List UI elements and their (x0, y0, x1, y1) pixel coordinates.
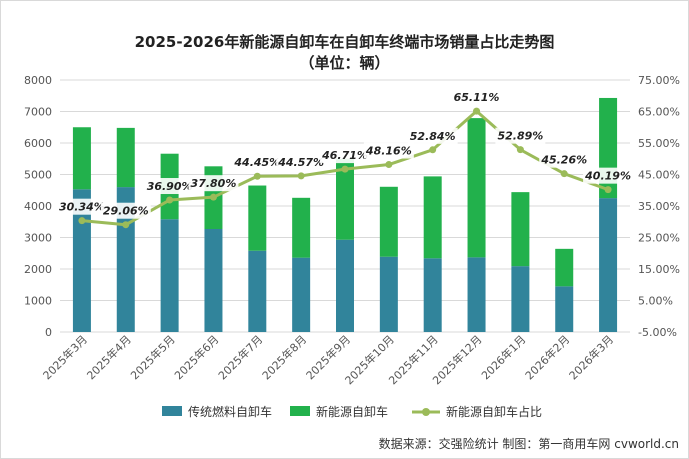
x-tick-label: 2025年7月 (215, 332, 265, 382)
share-data-label: 29.06% (103, 205, 149, 218)
share-point (560, 170, 568, 178)
share-point (604, 186, 612, 194)
y-right-tick-label: -5.00% (638, 326, 677, 339)
bar-new-energy (72, 127, 91, 190)
share-data-label: 45.26% (540, 154, 587, 167)
legend-swatch-share-point (422, 408, 430, 416)
bar-traditional (467, 257, 486, 332)
y-left-tick-label: 3000 (24, 232, 52, 245)
y-right-tick-label: 5.00% (638, 295, 673, 308)
share-point (473, 107, 481, 115)
share-data-label: 65.11% (454, 91, 500, 104)
legend-label-share: 新能源自卸车占比 (446, 404, 542, 419)
bar-new-energy (116, 127, 135, 188)
bar-traditional (336, 239, 354, 332)
share-point (166, 196, 174, 204)
bar-traditional (160, 219, 179, 332)
share-point (297, 172, 305, 180)
bar-new-energy (423, 176, 442, 259)
bar-traditional (599, 198, 618, 332)
x-tick-label: 2025年8月 (259, 332, 309, 382)
x-tick-label: 2026年3月 (566, 332, 616, 382)
bar-new-energy (511, 192, 530, 267)
share-point (385, 161, 393, 169)
y-right-tick-label: 15.00% (638, 263, 680, 276)
bar-traditional (555, 286, 574, 332)
bar-new-energy (336, 158, 354, 240)
x-tick-label: 2026年1月 (478, 332, 528, 382)
chart-subtitle: （单位：辆） (299, 54, 390, 72)
share-point (122, 221, 130, 229)
data-source: 数据来源：交强险统计 制图：第一商用车网 cvworld.cn (378, 437, 679, 451)
bar-traditional (248, 250, 267, 332)
bar-traditional (292, 257, 311, 332)
share-label-bg (407, 127, 458, 144)
share-data-label: 48.16% (365, 145, 412, 158)
bar-new-energy (379, 186, 398, 257)
share-point (78, 217, 86, 225)
y-left-tick-label: 2000 (24, 263, 52, 276)
share-label-bg (188, 175, 239, 192)
share-point (516, 146, 524, 154)
y-left-tick-label: 6000 (24, 137, 52, 150)
legend-swatch-traditional (162, 406, 182, 416)
share-point (341, 165, 349, 173)
share-label-bg (100, 202, 151, 219)
chart-title: 2025-2026年新能源自卸车在自卸车终端市场销量占比走势图 (134, 33, 555, 51)
share-label-bg (539, 151, 590, 168)
y-left-tick-label: 4000 (24, 200, 52, 213)
legend-label-traditional: 传统燃料自卸车 (188, 404, 272, 419)
share-label-bg (276, 153, 327, 170)
share-data-label: 52.84% (410, 130, 456, 143)
bar-traditional (204, 228, 223, 332)
share-data-label: 44.57% (277, 156, 324, 169)
share-label-bg (232, 154, 283, 171)
x-tick-label: 2025年4月 (84, 332, 134, 382)
share-data-label: 36.90% (147, 180, 193, 193)
legend-swatch-new-energy (290, 406, 310, 416)
share-data-label: 37.80% (191, 177, 237, 190)
bar-new-energy (292, 197, 311, 258)
y-left-tick-label: 5000 (24, 169, 52, 182)
bar-traditional (379, 256, 398, 332)
share-label-bg (583, 167, 634, 184)
y-right-tick-label: 55.00% (638, 137, 680, 150)
bar-new-energy (555, 248, 574, 287)
share-label-bg (320, 147, 370, 164)
bar-new-energy (467, 118, 486, 258)
share-data-label: 52.89% (497, 130, 543, 143)
share-point (209, 193, 217, 201)
y-left-tick-label: 7000 (24, 106, 52, 119)
x-tick-label: 2026年2月 (522, 332, 572, 382)
y-left-tick-label: 8000 (24, 74, 52, 87)
share-label-bg (451, 89, 502, 106)
share-label-bg (144, 178, 195, 195)
x-tick-label: 2025年6月 (171, 332, 221, 382)
share-data-label: 40.19% (584, 170, 631, 183)
bar-new-energy (248, 185, 267, 251)
share-point (253, 172, 261, 180)
share-label-bg (363, 142, 414, 159)
legend-label-new-energy: 新能源自卸车 (316, 404, 388, 419)
y-right-tick-label: 65.00% (638, 106, 680, 119)
share-data-label: 30.34% (59, 201, 105, 214)
bar-traditional (72, 189, 91, 332)
y-right-tick-label: 35.00% (638, 200, 680, 213)
y-right-tick-label: 25.00% (638, 232, 680, 245)
y-left-tick-label: 0 (45, 326, 52, 339)
x-tick-label: 2025年5月 (128, 332, 178, 382)
share-data-label: 44.45% (233, 156, 280, 169)
bar-traditional (423, 258, 442, 332)
share-data-label: 46.71% (321, 149, 368, 162)
y-right-tick-label: 45.00% (638, 169, 680, 182)
share-label-bg (495, 127, 546, 144)
x-tick-label: 2025年3月 (40, 332, 90, 382)
y-left-tick-label: 1000 (24, 295, 52, 308)
share-label-bg (56, 198, 107, 215)
share-point (429, 146, 437, 154)
bar-traditional (511, 266, 530, 332)
y-right-tick-label: 75.00% (638, 74, 680, 87)
